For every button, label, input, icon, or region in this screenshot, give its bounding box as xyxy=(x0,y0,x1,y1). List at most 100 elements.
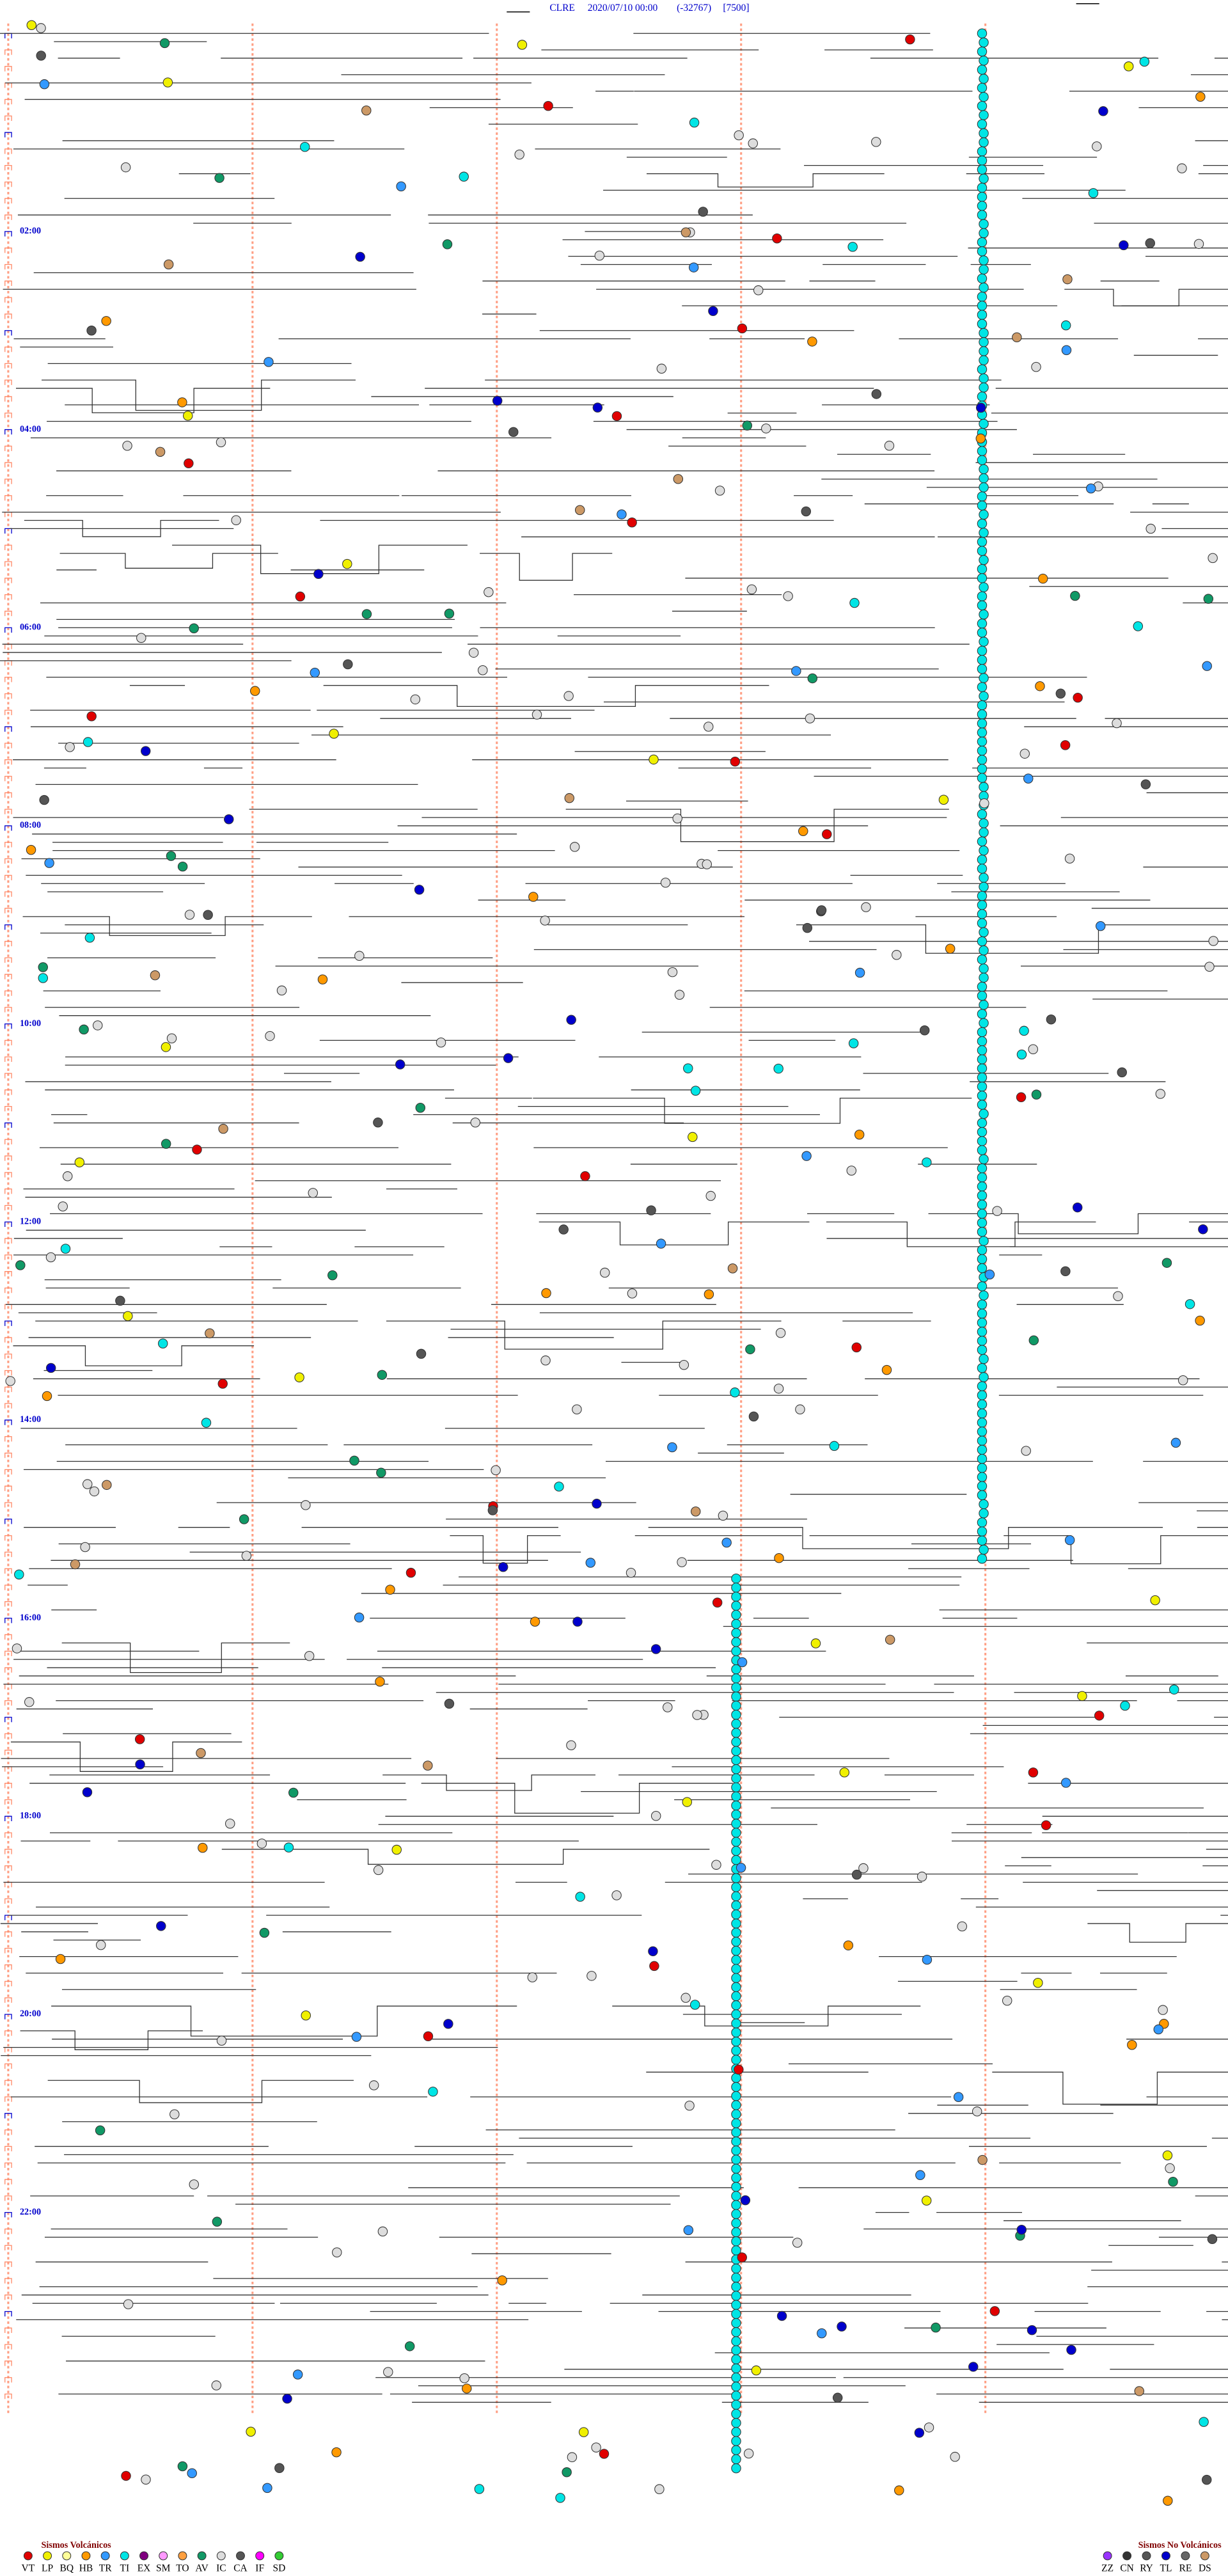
event-marker xyxy=(83,737,93,747)
legend-code: AV xyxy=(195,2563,208,2574)
event-marker xyxy=(683,1063,693,1073)
event-marker xyxy=(751,2365,762,2376)
event-marker xyxy=(177,2461,188,2472)
legend-marker xyxy=(236,2551,245,2561)
row-mark xyxy=(4,792,12,798)
row-mark xyxy=(4,1485,12,1491)
row-mark xyxy=(4,924,12,930)
event-marker xyxy=(731,2363,741,2374)
row-mark xyxy=(4,974,12,979)
event-marker xyxy=(585,1558,596,1568)
event-marker xyxy=(405,1567,416,1578)
event-marker xyxy=(979,219,989,230)
event-marker xyxy=(1060,320,1071,331)
event-marker xyxy=(817,2328,827,2339)
event-marker xyxy=(979,1236,989,1246)
legend-marker xyxy=(1122,2551,1132,2561)
event-marker xyxy=(979,845,989,856)
event-marker xyxy=(731,2055,741,2065)
event-marker xyxy=(731,2309,741,2319)
event-marker xyxy=(1185,1299,1195,1309)
event-marker xyxy=(1127,2039,1137,2050)
event-marker xyxy=(731,2427,741,2437)
event-marker xyxy=(977,1308,988,1319)
event-marker xyxy=(977,28,988,38)
legend-marker xyxy=(255,2551,265,2561)
event-marker xyxy=(977,1399,988,1410)
event-marker xyxy=(498,1561,508,1572)
event-marker xyxy=(731,1955,741,1965)
row-mark xyxy=(4,1783,12,1789)
event-marker xyxy=(730,756,741,767)
event-marker xyxy=(368,2080,379,2090)
event-marker xyxy=(611,411,622,422)
row-mark xyxy=(4,2162,12,2168)
event-marker xyxy=(1204,961,1215,972)
row-mark xyxy=(4,495,12,501)
event-marker xyxy=(977,900,988,910)
row-mark xyxy=(4,825,12,831)
legend-marker xyxy=(120,2551,129,2561)
event-marker xyxy=(1162,2150,1173,2161)
event-marker xyxy=(44,858,54,868)
event-marker xyxy=(443,2019,453,2029)
event-marker xyxy=(977,981,988,992)
row-mark xyxy=(4,1733,12,1739)
event-marker xyxy=(1161,1258,1172,1268)
row-mark xyxy=(4,775,12,782)
event-marker xyxy=(979,264,989,274)
row-mark xyxy=(4,396,12,402)
event-marker xyxy=(979,282,989,293)
event-marker xyxy=(977,864,988,874)
event-marker xyxy=(731,2372,741,2383)
event-marker xyxy=(256,1838,267,1849)
event-marker xyxy=(274,2463,285,2474)
event-marker xyxy=(373,1865,384,1876)
event-marker xyxy=(184,458,194,469)
event-marker xyxy=(626,1567,636,1578)
row-mark xyxy=(4,594,12,600)
event-marker xyxy=(355,251,365,262)
event-marker xyxy=(977,319,988,329)
event-marker xyxy=(444,1698,455,1709)
event-marker xyxy=(599,1267,610,1278)
event-marker xyxy=(310,667,320,678)
event-marker xyxy=(774,1553,784,1563)
event-marker xyxy=(977,809,988,819)
row-mark xyxy=(4,1172,12,1178)
event-marker xyxy=(977,718,988,729)
event-marker xyxy=(807,336,817,347)
event-marker xyxy=(731,2036,741,2047)
row-mark xyxy=(4,1205,12,1211)
row-mark xyxy=(4,2295,12,2300)
event-marker xyxy=(977,201,988,211)
legend-code: ZZ xyxy=(1101,2563,1114,2574)
event-marker xyxy=(977,709,988,720)
event-marker xyxy=(617,509,627,519)
event-marker xyxy=(977,954,988,965)
event-marker xyxy=(731,2145,741,2156)
event-marker xyxy=(574,505,585,516)
event-marker xyxy=(731,2227,741,2238)
event-marker xyxy=(977,1345,988,1355)
event-marker xyxy=(564,793,574,803)
event-marker xyxy=(977,101,988,111)
event-marker xyxy=(977,491,988,502)
row-mark xyxy=(4,2245,12,2251)
trace xyxy=(61,1642,290,1673)
event-marker xyxy=(731,2291,741,2301)
event-marker xyxy=(1066,2344,1076,2355)
event-marker xyxy=(667,1442,677,1453)
event-marker xyxy=(731,2073,741,2083)
event-marker xyxy=(586,1971,597,1981)
event-marker xyxy=(979,582,989,592)
event-marker xyxy=(508,427,519,438)
event-marker xyxy=(742,420,753,431)
row-mark xyxy=(4,1337,12,1343)
event-marker xyxy=(327,1270,338,1281)
event-marker xyxy=(977,1453,988,1464)
legend-code: IF xyxy=(255,2563,264,2574)
event-marker xyxy=(1046,1014,1057,1025)
row-mark xyxy=(4,1551,12,1558)
event-marker xyxy=(38,962,48,972)
